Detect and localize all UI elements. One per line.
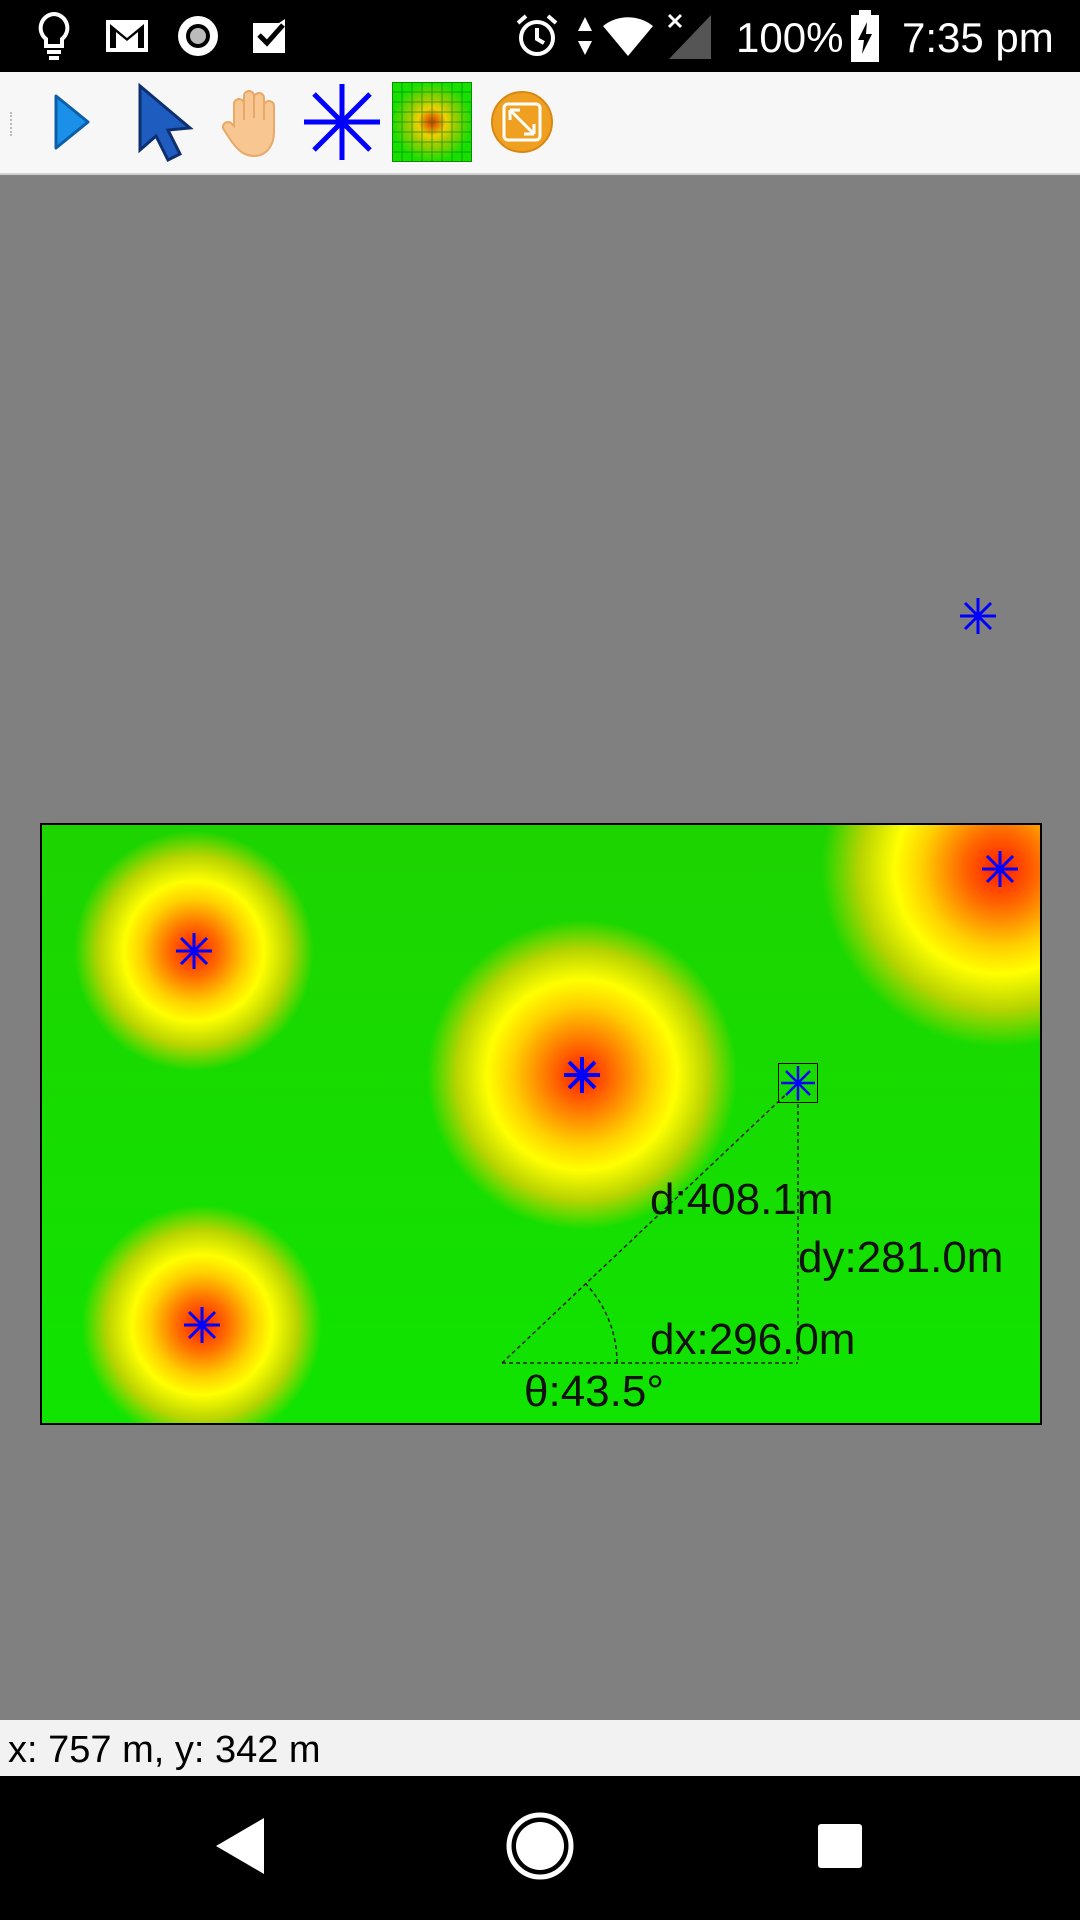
dx-label: dx:296.0m — [650, 1315, 856, 1364]
alarm-icon — [512, 8, 562, 64]
expand-button[interactable] — [480, 82, 564, 166]
selected-marker[interactable] — [778, 1063, 818, 1103]
gmail-icon — [102, 8, 152, 64]
source-marker[interactable] — [182, 1305, 222, 1345]
recents-button[interactable] — [800, 1808, 880, 1888]
pan-hand-button[interactable] — [210, 82, 294, 166]
back-icon — [210, 1814, 270, 1883]
toolbar — [0, 72, 1080, 175]
toolbar-grip[interactable] — [10, 112, 16, 136]
pointer-arrow-icon — [128, 80, 200, 169]
clock: 7:35 pm — [902, 14, 1054, 61]
recents-icon — [814, 1820, 866, 1877]
source-marker[interactable] — [562, 1055, 602, 1095]
source-marker[interactable] — [980, 849, 1020, 889]
play-icon — [48, 90, 96, 159]
dy-label: dy:281.0m — [798, 1233, 1004, 1282]
home-button[interactable] — [500, 1808, 580, 1888]
drawing-canvas[interactable]: d:408.1m dy:281.0m dx:296.0m θ:43.5° — [0, 175, 1080, 1720]
back-button[interactable] — [200, 1808, 280, 1888]
bulb-icon — [30, 8, 78, 64]
selected-marker-icon — [781, 1066, 815, 1100]
home-icon — [504, 1810, 576, 1887]
source-marker[interactable] — [174, 931, 214, 971]
heatmap-button[interactable] — [390, 81, 474, 167]
status-bar: 100% 7:35 pm — [0, 0, 1080, 72]
data-arrows-icon — [574, 8, 596, 64]
measurement-lines — [501, 1082, 799, 1364]
expand-icon — [490, 90, 554, 159]
heatmap-grid-icon — [392, 81, 472, 167]
navigation-bar — [0, 1776, 1080, 1920]
hand-pan-icon — [220, 86, 284, 163]
add-marker-button[interactable] — [300, 82, 384, 166]
no-signal-icon — [664, 8, 714, 64]
sensor-marker-outside[interactable] — [958, 596, 998, 636]
play-button[interactable] — [30, 82, 114, 166]
coordinate-bar: x: 757 m, y: 342 m — [0, 1720, 1080, 1776]
select-pointer-button[interactable] — [122, 82, 206, 166]
cursor-coordinates: x: 757 m, y: 342 m — [8, 1729, 321, 1771]
record-icon — [172, 8, 224, 64]
wifi-icon — [600, 8, 656, 64]
angle-label: θ:43.5° — [524, 1367, 664, 1416]
task-check-icon — [246, 8, 294, 64]
battery-charging-icon — [850, 8, 880, 64]
heatmap-area[interactable]: d:408.1m dy:281.0m dx:296.0m θ:43.5° — [40, 823, 1042, 1425]
battery-percent: 100% — [736, 14, 844, 61]
distance-label: d:408.1m — [650, 1175, 834, 1224]
asterisk-marker-icon — [302, 82, 382, 167]
